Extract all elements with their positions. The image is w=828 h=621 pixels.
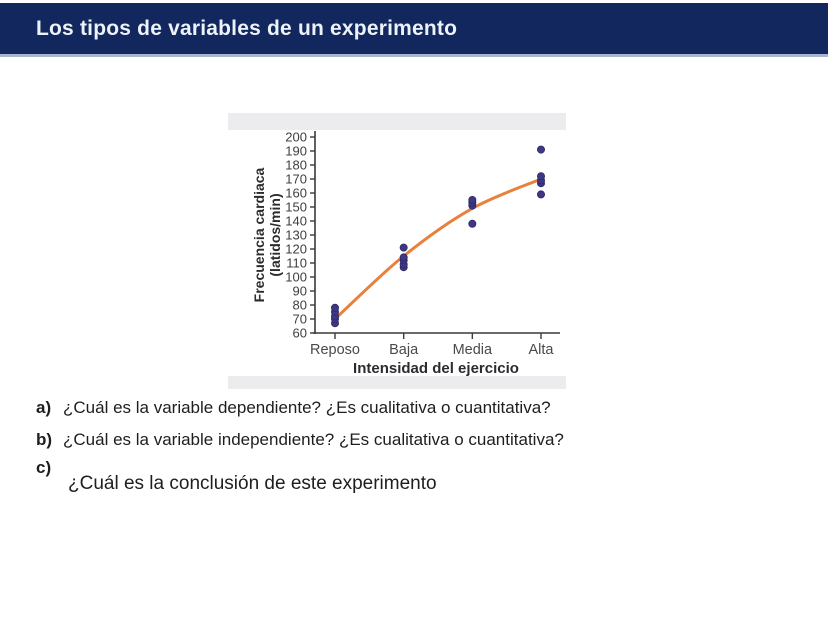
trend-curve — [333, 177, 543, 321]
y-tick-label: 200 — [285, 130, 307, 145]
y-tick-label: 70 — [293, 312, 307, 327]
y-tick-label: 150 — [285, 200, 307, 215]
x-axis-title: Intensidad del ejercicio — [353, 360, 519, 377]
question-text: ¿Cuál es la conclusión de este experimen… — [68, 473, 437, 494]
y-tick-label: 170 — [285, 172, 307, 187]
y-tick-label: 80 — [293, 298, 307, 313]
question-text: ¿Cuál es la variable independiente? ¿Es … — [63, 430, 564, 449]
y-tick-label: 100 — [285, 270, 307, 285]
data-point — [468, 219, 477, 228]
data-point — [331, 303, 340, 312]
page-title: Los tipos de variables de un experimento — [36, 16, 458, 40]
question-label: c) — [36, 458, 52, 477]
question-item-a: a) ¿Cuál es la variable dependiente? ¿Es… — [36, 398, 551, 418]
x-category-label: Media — [453, 342, 493, 358]
y-tick-label: 180 — [285, 158, 307, 173]
data-point — [536, 172, 545, 181]
question-item-b: b) ¿Cuál es la variable independiente? ¿… — [36, 430, 564, 450]
data-point — [468, 196, 477, 205]
x-category-label: Alta — [529, 342, 555, 358]
data-point — [536, 190, 545, 199]
exercise-heart-rate-chart: 2001901801701601501401301201101009080706… — [228, 113, 566, 389]
y-axis-title: Frecuencia cardiaca(latidos/min) — [251, 167, 283, 302]
y-tick-label: 130 — [285, 228, 307, 243]
y-tick-label: 120 — [285, 242, 307, 257]
y-tick-label: 140 — [285, 214, 307, 229]
figure-band-top — [228, 113, 566, 130]
chart-figure: 200 190 180 170 160 150 140 130 120 110 100 90 80 70 6… — [228, 112, 566, 392]
y-tick-label: 110 — [286, 256, 307, 271]
x-category-label: Reposo — [310, 342, 360, 358]
data-point — [399, 243, 408, 252]
question-item-c: c) — [36, 458, 63, 478]
figure-band-bottom — [228, 376, 566, 389]
question-label: a) — [36, 398, 52, 417]
y-tick-label: 190 — [285, 144, 307, 159]
title-bar: Los tipos de variables de un experimento — [0, 3, 828, 57]
y-tick-label: 90 — [293, 284, 307, 299]
y-tick-label: 60 — [293, 326, 307, 341]
data-point — [399, 253, 408, 262]
y-tick-label: 160 — [285, 186, 307, 201]
question-label: b) — [36, 430, 53, 449]
data-point — [536, 145, 545, 154]
question-text: ¿Cuál es la variable dependiente? ¿Es cu… — [63, 398, 551, 417]
x-category-label: Baja — [389, 342, 419, 358]
